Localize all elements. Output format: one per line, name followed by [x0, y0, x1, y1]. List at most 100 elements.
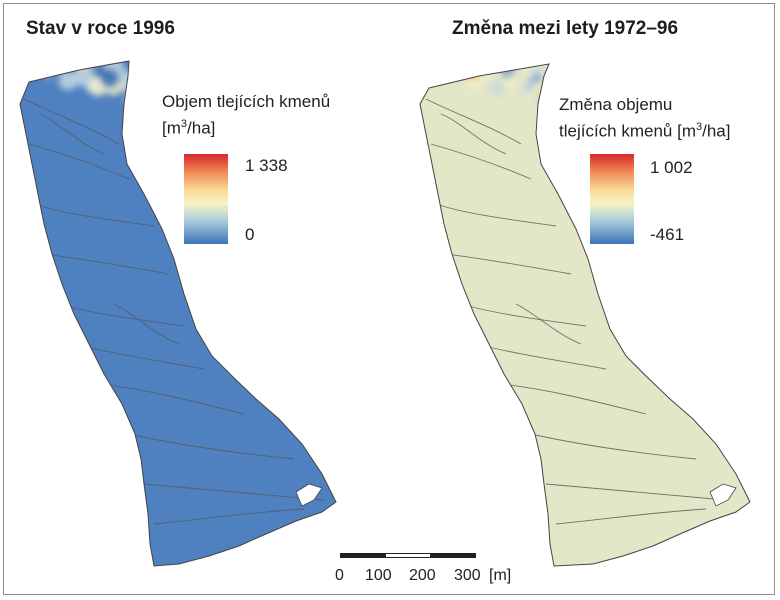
raster-cell — [483, 355, 494, 366]
raster-cell — [20, 64, 29, 76]
raster-cell — [480, 410, 492, 422]
raster-cell — [486, 444, 496, 454]
raster-cell — [470, 441, 489, 460]
raster-cell — [328, 158, 336, 168]
raster-cell — [516, 474, 535, 493]
raster-cell — [466, 432, 477, 443]
raster-cell — [482, 384, 500, 402]
raster-cell — [497, 495, 510, 508]
raster-cell — [484, 512, 498, 526]
raster-cell — [474, 478, 486, 490]
raster-cell — [476, 447, 492, 463]
scale-unit: [m] — [489, 567, 512, 584]
raster-cell — [360, 161, 372, 173]
raster-cell — [508, 516, 520, 528]
raster-cell — [463, 433, 479, 449]
raster-cell — [555, 64, 570, 78]
raster-cell — [719, 151, 731, 163]
raster-cell — [757, 157, 768, 168]
raster-cell — [330, 167, 336, 180]
raster-cell — [754, 134, 772, 152]
raster-cell — [355, 185, 367, 197]
raster-cell — [468, 337, 486, 355]
scale-tick-300: 300 — [454, 567, 481, 584]
raster-cell — [367, 179, 378, 190]
raster-cell — [488, 388, 506, 406]
raster-cell — [753, 155, 767, 169]
raster-cell — [501, 425, 517, 441]
legend-change-unit-sup: 3 — [696, 121, 703, 133]
raster-cell — [417, 200, 430, 213]
raster-cell — [483, 519, 500, 536]
stream-line — [38, 113, 105, 155]
raster-cell — [463, 396, 479, 412]
raster-cell — [518, 470, 537, 489]
raster-cell — [755, 130, 771, 146]
stream-line — [153, 508, 305, 525]
raster-cell — [571, 78, 587, 95]
raster-cell — [462, 430, 477, 445]
raster-cell — [500, 438, 519, 457]
stream-line — [113, 303, 180, 345]
raster-cell — [293, 147, 304, 159]
raster-cell — [367, 163, 381, 177]
raster-cell — [452, 454, 469, 471]
raster-cell — [548, 73, 559, 83]
raster-cell — [452, 467, 471, 486]
stream-line — [440, 113, 507, 155]
raster-cell — [385, 222, 393, 230]
raster-cell — [464, 367, 482, 385]
raster-cell — [756, 196, 769, 209]
raster-cell — [392, 168, 404, 180]
raster-cell — [731, 132, 749, 150]
raster-cell — [775, 157, 776, 169]
raster-cell — [425, 228, 443, 246]
raster-cell — [459, 433, 474, 448]
raster-cell — [485, 502, 494, 511]
raster-cell — [457, 387, 477, 407]
raster-cell — [402, 192, 413, 203]
raster-cell — [500, 481, 510, 491]
raster-cell — [158, 73, 176, 91]
raster-cell — [395, 151, 411, 167]
raster-cell — [359, 197, 370, 208]
raster-cell — [340, 125, 355, 140]
raster-cell — [525, 522, 540, 537]
raster-cell — [502, 447, 516, 461]
raster-cell — [766, 167, 777, 180]
raster-cell — [746, 147, 750, 156]
raster-cell — [306, 167, 322, 184]
raster-cell — [395, 148, 414, 167]
raster-cell — [738, 158, 750, 177]
raster-cell — [412, 206, 431, 225]
raster-cell — [421, 220, 432, 231]
raster-cell — [518, 486, 532, 500]
raster-cell — [533, 540, 548, 555]
raster-cell — [451, 308, 468, 325]
raster-cell — [460, 402, 476, 418]
raster-cell — [126, 79, 138, 91]
raster-cell — [559, 76, 570, 87]
raster-cell — [462, 475, 471, 484]
raster-cell — [535, 550, 548, 563]
raster-cell — [489, 413, 505, 429]
raster-cell — [461, 322, 472, 333]
raster-cell — [400, 153, 420, 173]
raster-cell — [498, 468, 514, 484]
raster-cell — [470, 341, 490, 361]
raster-cell — [458, 498, 466, 506]
raster-cell — [484, 448, 503, 467]
raster-cell — [740, 179, 750, 197]
raster-cell — [409, 186, 423, 200]
raster-cell — [493, 528, 508, 543]
raster-cell — [772, 182, 776, 191]
raster-cell — [469, 446, 481, 458]
raster-cell — [499, 492, 511, 504]
raster-cell — [452, 378, 467, 393]
raster-cell — [601, 271, 613, 283]
raster-cell — [400, 201, 412, 213]
raster-cell — [747, 163, 750, 177]
raster-cell — [479, 507, 494, 522]
raster-cell — [459, 511, 477, 529]
raster-cell — [505, 504, 516, 515]
